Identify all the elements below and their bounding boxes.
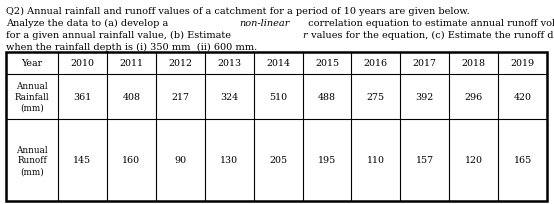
Text: 160: 160 — [122, 156, 140, 165]
Text: 2012: 2012 — [168, 59, 192, 68]
Text: 420: 420 — [514, 93, 531, 102]
Text: 2019: 2019 — [510, 59, 535, 68]
Text: 488: 488 — [318, 93, 336, 102]
Text: 130: 130 — [220, 156, 238, 165]
Text: 2011: 2011 — [119, 59, 143, 68]
Text: 361: 361 — [73, 93, 91, 102]
Text: for a given annual rainfall value, (b) Estimate: for a given annual rainfall value, (b) E… — [6, 31, 234, 40]
Text: 324: 324 — [220, 93, 238, 102]
Text: 90: 90 — [174, 156, 186, 165]
Text: 110: 110 — [367, 156, 385, 165]
Text: 157: 157 — [416, 156, 434, 165]
Text: when the rainfall depth is (i) 350 mm  (ii) 600 mm.: when the rainfall depth is (i) 350 mm (i… — [6, 43, 257, 52]
Text: Annual
Rainfall
(mm): Annual Rainfall (mm) — [15, 82, 49, 112]
Text: correlation equation to estimate annual runoff volume: correlation equation to estimate annual … — [305, 19, 554, 28]
Text: 145: 145 — [73, 156, 91, 165]
Text: 296: 296 — [464, 93, 483, 102]
Text: 408: 408 — [122, 93, 140, 102]
Text: 165: 165 — [514, 156, 532, 165]
Text: Q2) Annual rainfall and runoff values of a catchment for a period of 10 years ar: Q2) Annual rainfall and runoff values of… — [6, 7, 470, 16]
Text: Annual
Runoff
(mm): Annual Runoff (mm) — [16, 145, 48, 175]
Text: 2016: 2016 — [364, 59, 388, 68]
Text: 510: 510 — [269, 93, 287, 102]
Text: 2017: 2017 — [413, 59, 437, 68]
Text: Analyze the data to (a) develop a: Analyze the data to (a) develop a — [6, 19, 171, 28]
Text: 2015: 2015 — [315, 59, 339, 68]
Text: non-linear: non-linear — [239, 19, 290, 28]
Text: 392: 392 — [416, 93, 434, 102]
Text: Year: Year — [22, 59, 43, 68]
Text: 217: 217 — [171, 93, 189, 102]
Text: 205: 205 — [269, 156, 287, 165]
Text: 275: 275 — [367, 93, 385, 102]
Bar — [6, 53, 547, 201]
Text: 2013: 2013 — [217, 59, 241, 68]
Text: r: r — [302, 31, 307, 40]
Text: values for the equation, (c) Estimate the runoff depth: values for the equation, (c) Estimate th… — [308, 31, 554, 40]
Text: 2018: 2018 — [461, 59, 486, 68]
Text: 120: 120 — [465, 156, 483, 165]
Text: 195: 195 — [318, 156, 336, 165]
Text: 2010: 2010 — [70, 59, 94, 68]
Text: 2014: 2014 — [266, 59, 290, 68]
